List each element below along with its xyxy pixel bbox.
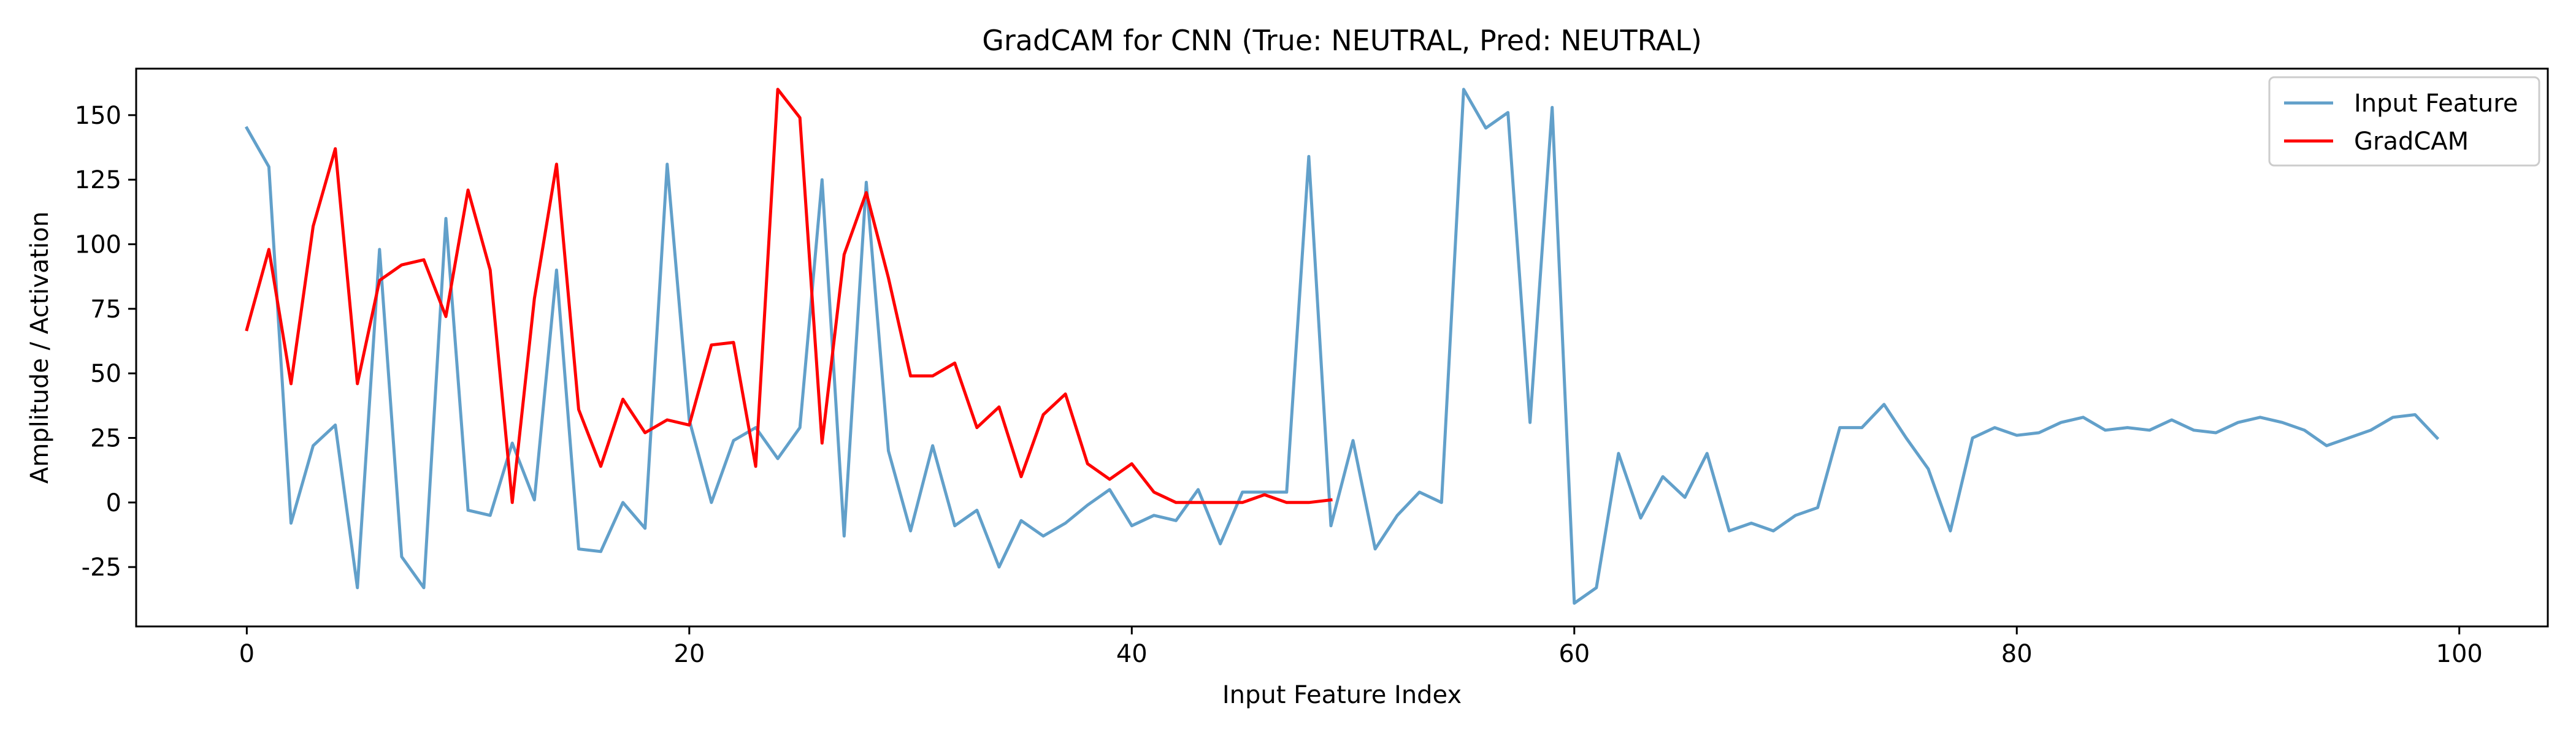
legend: Input Feature GradCAM: [2268, 76, 2540, 167]
legend-label-gradcam: GradCAM: [2354, 127, 2469, 156]
y-tick-label: 25: [90, 424, 121, 452]
y-tick-label: 50: [90, 360, 121, 388]
series-layer: [244, 88, 2440, 605]
x-axis-label: Input Feature Index: [1222, 681, 1462, 709]
y-tick-label: -25: [82, 554, 121, 582]
chart-title: GradCAM for CNN (True: NEUTRAL, Pred: NE…: [982, 24, 1702, 57]
plot-area-frame: [135, 67, 2549, 628]
y-tick-label: 0: [106, 489, 121, 517]
x-tick-label: 100: [2436, 640, 2483, 668]
x-tick-label: 40: [1116, 640, 1148, 668]
y-tick-label: 75: [90, 295, 121, 324]
y-tick-label: 100: [75, 230, 121, 259]
x-tick-label: 0: [239, 640, 255, 668]
y-axis-label: Amplitude / Activation: [26, 211, 54, 484]
x-tick-label: 20: [673, 640, 705, 668]
y-tick-label: 125: [75, 166, 121, 194]
y-axis-ticks: -25 0 25 50 75 100 125 150: [75, 102, 136, 582]
legend-box: [2268, 76, 2540, 167]
y-tick-label: 150: [75, 102, 121, 130]
series-line-gradcam: [245, 88, 1333, 504]
x-axis-ticks: 0 20 40 60 80 100: [239, 626, 2483, 668]
series-line-input-feature: [244, 88, 2440, 605]
x-tick-label: 60: [1558, 640, 1590, 668]
legend-label-input-feature: Input Feature: [2354, 89, 2518, 118]
x-tick-label: 80: [2001, 640, 2033, 668]
